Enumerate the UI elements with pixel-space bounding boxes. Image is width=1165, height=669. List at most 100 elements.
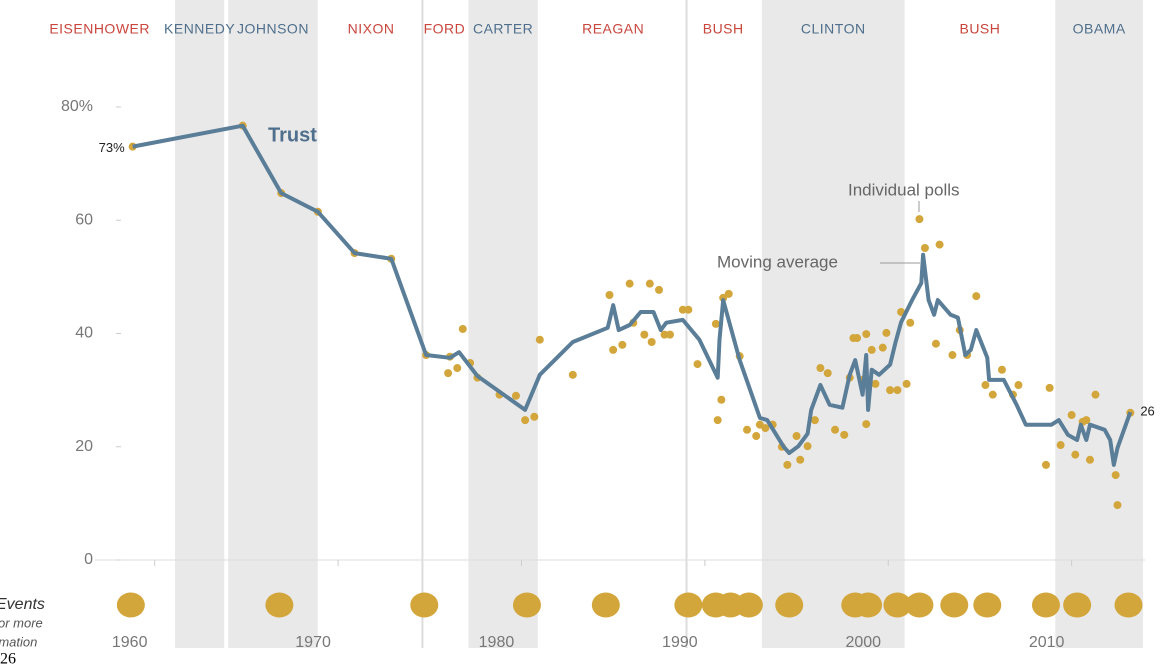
poll-dot [678, 305, 687, 314]
poll-dot [1113, 501, 1122, 510]
event-marker [1114, 592, 1143, 618]
president-name: BUSH [703, 21, 744, 37]
event-marker [883, 592, 912, 618]
poll-dot [1111, 471, 1120, 480]
president-band [228, 0, 318, 648]
poll-dot [511, 391, 520, 400]
poll-dot [1041, 460, 1050, 469]
event-marker [512, 592, 541, 618]
events-note: or more [0, 615, 43, 630]
poll-dot [660, 330, 669, 339]
poll-dot [655, 285, 664, 294]
poll-dot [886, 386, 895, 395]
x-tick-label: 1980 [479, 634, 515, 651]
event-marker [1063, 592, 1092, 618]
poll-dot [724, 289, 733, 298]
poll-dot [444, 369, 453, 378]
poll-dot [609, 345, 618, 354]
y-tick-label: 0 [84, 551, 93, 568]
y-tick-label: 20 [75, 438, 93, 455]
president-name: REAGAN [582, 21, 644, 37]
poll-dot [915, 215, 924, 224]
president-name: CLINTON [801, 21, 866, 37]
poll-dot [862, 420, 871, 429]
endpoint-label: 26 [1140, 404, 1154, 419]
event-marker [1031, 592, 1060, 618]
poll-dot [521, 416, 530, 425]
event-marker [591, 592, 620, 618]
president-band [761, 0, 905, 648]
y-tick-label: 80% [61, 98, 93, 115]
poll-dot [893, 386, 902, 395]
poll-dot [920, 243, 929, 252]
poll-dot [1067, 411, 1076, 420]
poll-dot [997, 365, 1006, 374]
president-name: KENNEDY [164, 21, 235, 37]
poll-dot [792, 431, 801, 440]
events-note: rmation [0, 634, 37, 649]
event-marker [734, 592, 763, 618]
chart-title: Trust [268, 124, 317, 146]
poll-dot [618, 340, 627, 349]
poll-dot [783, 460, 792, 469]
x-tick-label: 1990 [662, 634, 698, 651]
poll-dot [625, 279, 634, 288]
poll-dot [761, 424, 770, 433]
poll-dot [867, 345, 876, 354]
event-marker [905, 592, 934, 618]
poll-dot [743, 425, 752, 434]
poll-dot [1091, 390, 1100, 399]
y-tick-label: 60 [75, 211, 93, 228]
poll-dot [810, 416, 819, 425]
event-marker [410, 592, 439, 618]
series-annotation: Moving average [717, 252, 838, 271]
y-tick-label: 40 [75, 325, 93, 342]
moving-average-line [132, 123, 1133, 467]
president-band [175, 0, 225, 648]
poll-dot [535, 335, 544, 344]
poll-dot [831, 425, 840, 434]
poll-dot [640, 330, 649, 339]
president-bands [175, 0, 1143, 648]
event-marker [116, 592, 145, 618]
poll-dot [458, 324, 467, 333]
poll-dot [693, 360, 702, 369]
poll-dot [816, 364, 825, 373]
poll-dot [1045, 383, 1054, 392]
poll-dot [796, 455, 805, 464]
poll-dot [840, 430, 849, 439]
president-name: OBAMA [1073, 21, 1126, 37]
poll-dot [684, 305, 693, 314]
x-tick-label: 1970 [295, 634, 331, 651]
poll-dot [803, 442, 812, 451]
x-tick-label: 2000 [845, 634, 881, 651]
president-name: EISENHOWER [49, 21, 150, 37]
poll-dot [948, 351, 957, 360]
event-marker [940, 592, 969, 618]
president-name: NIXON [348, 21, 395, 37]
president-name: JOHNSON [237, 21, 309, 37]
poll-dot [1014, 381, 1023, 390]
poll-dot [882, 328, 891, 337]
x-tick-label: 1960 [112, 634, 148, 651]
president-band [468, 0, 538, 648]
poll-dot [605, 290, 614, 299]
poll-dot [972, 292, 981, 301]
poll-dot [862, 330, 871, 339]
poll-dot [853, 334, 862, 343]
corner-text: 26 [0, 651, 16, 668]
poll-dot [1082, 416, 1091, 425]
president-name: BUSH [959, 21, 1000, 37]
poll-dot [713, 416, 722, 425]
poll-dot [878, 343, 887, 352]
poll-dot [647, 337, 656, 346]
event-marker [854, 592, 883, 618]
poll-dot [871, 379, 880, 388]
president-name: CARTER [473, 21, 533, 37]
poll-dot [752, 431, 761, 440]
poll-dot [981, 381, 990, 390]
endpoint-label: 73% [99, 140, 125, 155]
poll-dot [717, 395, 726, 404]
event-marker [265, 592, 294, 618]
president-name: FORD [424, 21, 466, 37]
